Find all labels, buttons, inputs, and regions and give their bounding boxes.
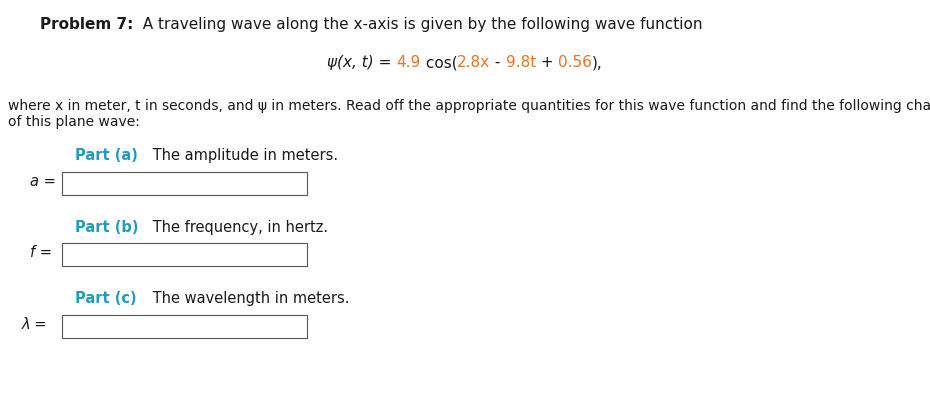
Bar xyxy=(62,243,307,266)
Text: f =: f = xyxy=(30,245,52,260)
Text: λ =: λ = xyxy=(22,317,47,332)
Text: where x in meter, t in seconds, and ψ in meters. Read off the appropriate quanti: where x in meter, t in seconds, and ψ in… xyxy=(8,99,930,113)
Bar xyxy=(62,172,307,195)
Text: Part (a): Part (a) xyxy=(75,148,138,163)
Text: -: - xyxy=(490,55,506,70)
Text: 2.8x: 2.8x xyxy=(458,55,490,70)
Text: +: + xyxy=(536,55,558,70)
Text: A traveling wave along the x-axis is given by the following wave function: A traveling wave along the x-axis is giv… xyxy=(133,17,703,32)
Text: cos(: cos( xyxy=(420,55,458,70)
Text: ),: ), xyxy=(592,55,603,70)
Text: The frequency, in hertz.: The frequency, in hertz. xyxy=(148,220,328,235)
Text: The wavelength in meters.: The wavelength in meters. xyxy=(148,291,350,306)
Text: of this plane wave:: of this plane wave: xyxy=(8,115,140,129)
Text: Part (b): Part (b) xyxy=(75,220,139,235)
Text: 4.9: 4.9 xyxy=(396,55,420,70)
Text: a =: a = xyxy=(30,174,56,189)
Text: Problem 7:: Problem 7: xyxy=(40,17,133,32)
Text: 0.56: 0.56 xyxy=(558,55,592,70)
Text: 9.8t: 9.8t xyxy=(506,55,536,70)
Text: Part (c): Part (c) xyxy=(75,291,137,306)
Text: The amplitude in meters.: The amplitude in meters. xyxy=(148,148,339,163)
Bar xyxy=(62,315,307,338)
Text: ψ(x, t) =: ψ(x, t) = xyxy=(327,55,396,70)
